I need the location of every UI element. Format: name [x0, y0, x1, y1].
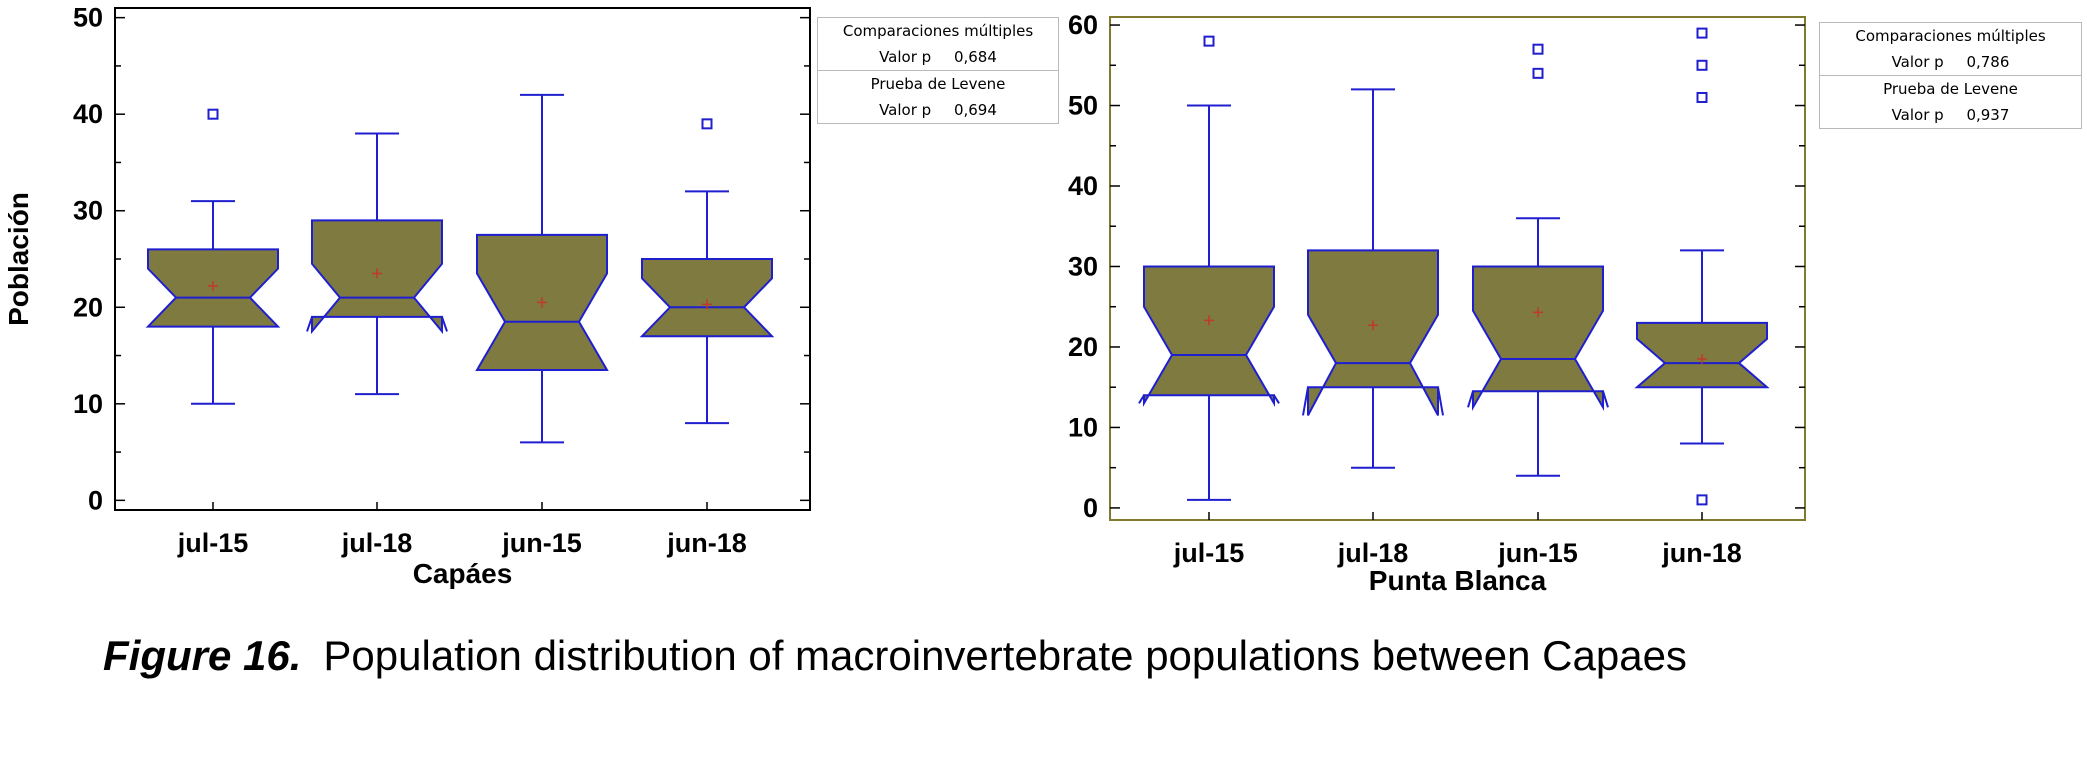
- x-tick-label: jul-15: [1173, 538, 1245, 568]
- y-tick-label: 0: [1083, 493, 1098, 523]
- x-tick-label: jul-18: [341, 528, 413, 558]
- y-tick-label: 30: [73, 196, 103, 226]
- x-tick-label: jun-15: [1497, 538, 1578, 568]
- x-axis-label: Capáes: [413, 558, 513, 589]
- box-jul-18: [1302, 88, 1444, 469]
- stats-multiple-comparisons-pvalue: Valor p 0,684: [818, 44, 1058, 70]
- stats-levene-pvalue: Valor p 0,937: [1820, 102, 2081, 128]
- outlier-point: [1696, 494, 1708, 506]
- pvalue-label: Valor p: [1891, 106, 1944, 124]
- box-jul-15: [1138, 35, 1280, 501]
- notched-box: [1472, 265, 1604, 412]
- outlier-point: [1696, 27, 1708, 39]
- notch-flare: [1302, 387, 1309, 416]
- box-jun-15: [475, 93, 609, 444]
- notch-flare: [1437, 387, 1444, 416]
- figure-charts: 0 10 20 30 40 50 jul-15 jul-18 jun-15 jun-18 Capáe…: [3, 3, 1806, 596]
- pvalue-label: Valor p: [879, 101, 932, 119]
- outlier-point: [1696, 59, 1708, 71]
- x-tick-label: jun-18: [1661, 538, 1742, 568]
- notch-flare: [1138, 394, 1145, 404]
- stats-levene-title: Prueba de Levene: [1820, 75, 2081, 102]
- stats-levene-pvalue: Valor p 0,694: [818, 97, 1058, 123]
- plot-frame: [1109, 16, 1806, 521]
- y-tick-label: 0: [88, 485, 103, 515]
- outlier-point: [207, 108, 219, 120]
- box-jun-18: [1634, 27, 1770, 506]
- stats-levene-title: Prueba de Levene: [818, 70, 1058, 97]
- y-tick-label: 10: [73, 389, 103, 419]
- pvalue-label: Valor p: [879, 48, 932, 66]
- stats-box-capaes: Comparaciones múltiples Valor p 0,684 Pr…: [817, 17, 1059, 124]
- pvalue-value: 0,694: [953, 101, 997, 119]
- notched-box: [1143, 265, 1275, 408]
- pvalue-value: 0,786: [1966, 53, 2010, 71]
- box-jun-18: [639, 118, 775, 425]
- y-tick-label: 50: [73, 3, 103, 33]
- x-tick-label: jun-18: [666, 528, 747, 558]
- box-jun-15: [1467, 43, 1609, 477]
- y-tick-label: 20: [1068, 332, 1098, 362]
- y-axis-label: Población: [3, 192, 34, 326]
- x-axis-label: Punta Blanca: [1369, 565, 1547, 596]
- pvalue-value: 0,937: [1966, 106, 2010, 124]
- box-jul-18: [306, 132, 448, 396]
- pvalue-label: Valor p: [1891, 53, 1944, 71]
- y-tick-label: 60: [1068, 10, 1098, 40]
- x-tick-label: jul-15: [177, 528, 249, 558]
- stats-multiple-comparisons-pvalue: Valor p 0,786: [1820, 49, 2081, 75]
- outlier-point: [1696, 91, 1708, 103]
- chart-panel-1: 0 10 20 30 40 50 jul-15 jul-18 jun-15 jun-18 Capáe…: [3, 3, 811, 589]
- stats-box-punta-blanca: Comparaciones múltiples Valor p 0,786 Pr…: [1819, 22, 2082, 129]
- stats-multiple-comparisons-title: Comparaciones múltiples: [842, 22, 1034, 40]
- outlier-point: [701, 118, 713, 130]
- x-tick-label: jul-18: [1337, 538, 1409, 568]
- y-tick-label: 30: [1068, 251, 1098, 281]
- outlier-point: [1203, 35, 1215, 47]
- figure-caption: Figure 16. Population distribution of mac…: [103, 632, 1687, 680]
- notch-flare: [1273, 394, 1280, 404]
- outlier-point: [1532, 67, 1544, 79]
- outlier-point: [1532, 43, 1544, 55]
- chart-panel-2: 0 10 20 30 40 50 60 jul-15 jul-18 jun-15 jun-18 Pun…: [1068, 10, 1806, 596]
- notch-flare: [1467, 390, 1474, 408]
- y-tick-label: 40: [1068, 171, 1098, 201]
- notched-box: [639, 258, 775, 338]
- y-tick-label: 10: [1068, 412, 1098, 442]
- figure-number: Figure 16.: [103, 632, 302, 679]
- y-tick-label: 20: [73, 292, 103, 322]
- notch-flare: [441, 316, 448, 332]
- y-tick-label: 50: [1068, 91, 1098, 121]
- caption-text: Population distribution of macroinverteb…: [323, 632, 1687, 679]
- stats-multiple-comparisons-title: Comparaciones múltiples: [1855, 27, 2046, 45]
- notch-flare: [1602, 390, 1609, 408]
- y-tick-label: 40: [73, 99, 103, 129]
- x-tick-label: jun-15: [501, 528, 582, 558]
- pvalue-value: 0,684: [953, 48, 997, 66]
- box-jul-15: [145, 108, 281, 405]
- notch-flare: [306, 316, 313, 332]
